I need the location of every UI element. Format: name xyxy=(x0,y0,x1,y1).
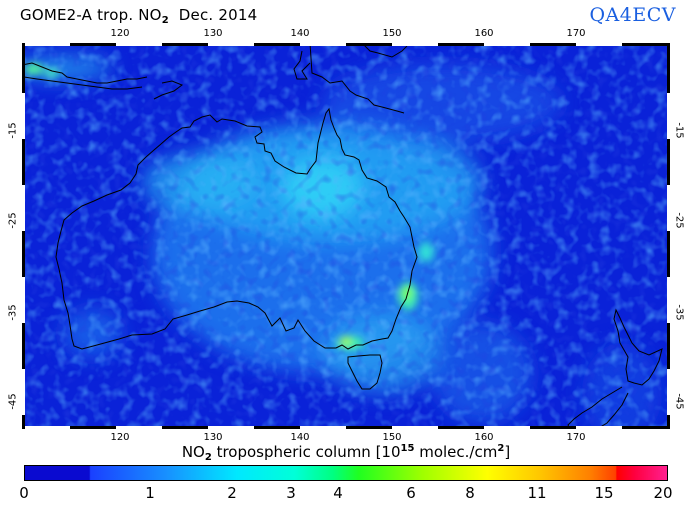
colorbar-tick: 1 xyxy=(145,484,155,502)
colorbar-tick: 0 xyxy=(19,484,29,502)
graticule-bars xyxy=(22,43,670,429)
coast-indonesia xyxy=(22,62,184,100)
colorbar-tick: 20 xyxy=(653,484,673,502)
map-title: GOME2-A trop. NO2 Dec. 2014 xyxy=(20,6,258,26)
coast-tasmania xyxy=(347,354,383,390)
lon-tick-bottom: 160 xyxy=(474,432,494,443)
lat-tick-left: -25 xyxy=(7,212,19,229)
coast-nz-south xyxy=(567,386,629,429)
lat-tick-left: -35 xyxy=(7,304,19,321)
lat-tick-right: -35 xyxy=(673,304,685,321)
colorbar-title: NO2 tropospheric column [1015 molec./cm2… xyxy=(181,443,511,463)
lat-tick-right: -15 xyxy=(673,122,685,139)
colorbar-tick: 2 xyxy=(227,484,237,502)
coast-nz-north xyxy=(613,308,663,386)
coast-new-guinea xyxy=(293,43,408,114)
lon-tick-top: 150 xyxy=(382,28,402,39)
lon-tick-bottom: 130 xyxy=(203,432,223,443)
lat-tick-left: -15 xyxy=(7,122,19,139)
lat-tick-right: -25 xyxy=(673,212,685,229)
lon-tick-bottom: 170 xyxy=(566,432,586,443)
coast-australia xyxy=(55,107,418,350)
colorbar xyxy=(24,465,668,481)
lon-tick-top: 140 xyxy=(290,28,310,39)
lat-tick-left: -45 xyxy=(7,393,19,410)
lon-tick-top: 160 xyxy=(474,28,494,39)
colorbar-tick: 6 xyxy=(406,484,416,502)
colorbar-tick: 3 xyxy=(286,484,296,502)
lon-tick-bottom: 140 xyxy=(290,432,310,443)
no2-map xyxy=(22,43,670,429)
lon-tick-bottom: 150 xyxy=(382,432,402,443)
colorbar-tick: 11 xyxy=(527,484,547,502)
lon-tick-bottom: 120 xyxy=(110,432,130,443)
lon-tick-top: 120 xyxy=(110,28,130,39)
lon-tick-top: 130 xyxy=(203,28,223,39)
lat-tick-right: -45 xyxy=(673,393,685,410)
colorbar-tick: 4 xyxy=(333,484,343,502)
hotspots xyxy=(24,63,434,350)
brand-label: QA4ECV xyxy=(589,4,676,26)
lon-tick-top: 170 xyxy=(566,28,586,39)
colorbar-tick: 8 xyxy=(465,484,475,502)
colorbar-tick: 15 xyxy=(594,484,614,502)
coastlines xyxy=(22,43,663,429)
